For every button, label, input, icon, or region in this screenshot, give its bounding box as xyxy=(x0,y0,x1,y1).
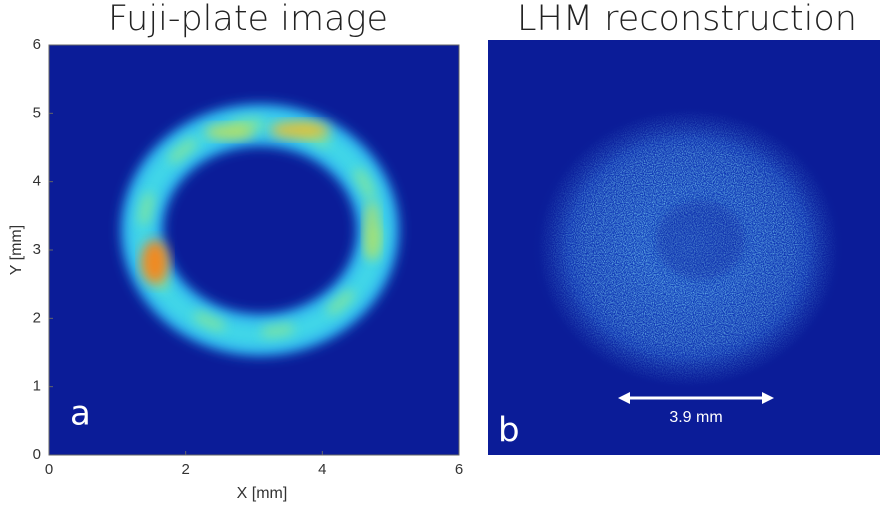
x-tick-label: 6 xyxy=(455,461,463,478)
y-tick-label: 5 xyxy=(33,104,41,121)
scale-bar-label: 3.9 mm xyxy=(669,409,722,426)
x-axis-label: X [mm] xyxy=(237,485,288,502)
y-tick-label: 6 xyxy=(33,36,41,53)
y-axis-label: Y [mm] xyxy=(8,225,25,275)
panel-letter: b xyxy=(498,411,520,451)
scale-bar xyxy=(618,392,774,404)
x-tick-label: 2 xyxy=(181,461,189,478)
y-tick-label: 0 xyxy=(33,446,41,463)
x-tick-label: 4 xyxy=(318,461,326,478)
y-tick-label: 1 xyxy=(33,378,41,395)
panel-title: LHM reconstruction xyxy=(517,0,857,39)
ring xyxy=(121,104,399,356)
panel-letter: a xyxy=(70,394,91,434)
reconstruction-center xyxy=(655,200,745,280)
x-tick-label: 0 xyxy=(45,461,53,478)
y-tick-label: 3 xyxy=(33,241,41,258)
panel-title: Fuji-plate image xyxy=(108,0,388,39)
y-tick-label: 4 xyxy=(33,173,41,190)
y-tick-label: 2 xyxy=(33,309,41,326)
